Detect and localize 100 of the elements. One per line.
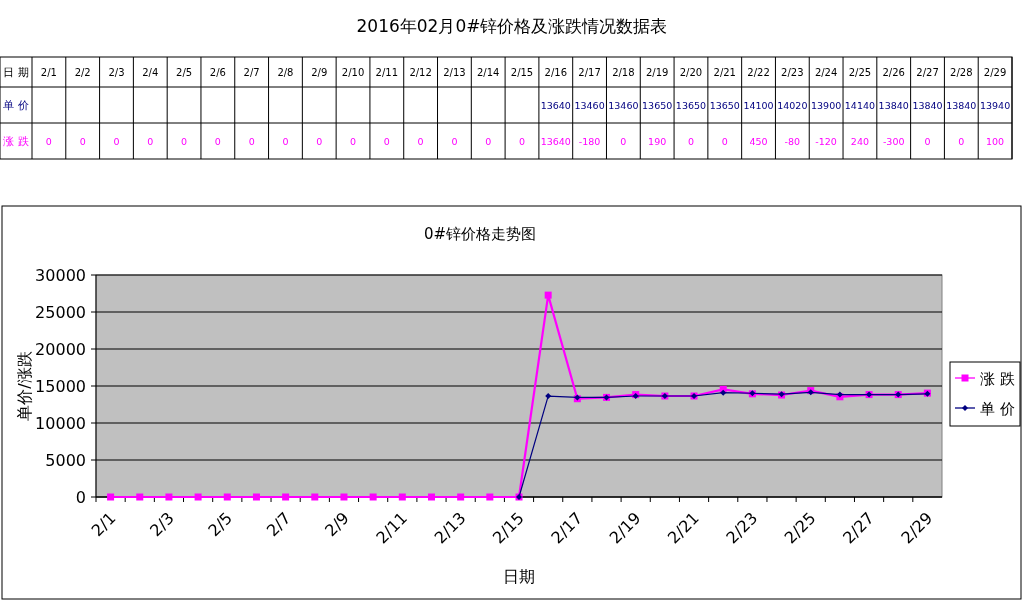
point [223,493,231,501]
data-label: 0 [383,136,390,147]
y-tick-label: 0 [75,488,86,507]
data-label: 13640 [540,136,571,147]
category-label: 2/21 [713,67,736,78]
data-label: 13840 [946,100,977,111]
data-label: 0 [214,136,221,147]
y-tick-label: 30000 [35,266,86,285]
category-label: 2/28 [950,67,973,78]
data-label: 13840 [878,100,909,111]
category-label: 2/4 [142,67,159,78]
data-label: 0 [248,136,255,147]
data-label: 0 [451,136,458,147]
y-tick-label: 20000 [35,340,86,359]
data-label: 0 [282,136,289,147]
legend-label: 单 价 [980,400,1015,418]
data-label: 100 [986,136,1005,147]
data-label: 0 [721,136,728,147]
data-label: 0 [45,136,52,147]
legend-label: 涨 跌 [3,135,29,148]
category-label: 2/15 [510,67,534,78]
data-label: 0 [620,136,627,147]
y-tick-label: 10000 [35,414,86,433]
point [282,493,290,501]
category-label: 2/14 [476,67,500,78]
data-label: -80 [784,136,801,147]
point [107,493,115,501]
category-label: 2/2 [74,67,91,78]
data-label: 0 [924,136,931,147]
text: 2016年02月0#锌价格及涨跌情况数据表 [356,16,668,36]
data-label: 0 [181,136,188,147]
legend-label: 单 价 [3,99,29,112]
data-label: 0 [316,136,323,147]
category-label: 2/26 [882,67,905,78]
data-label: 0 [687,136,694,147]
category-label: 2/23 [781,67,804,78]
data-label: 240 [850,136,869,147]
data-label: 13460 [574,100,605,111]
y-tick-label: 5000 [45,451,86,470]
y-tick-label: 25000 [35,303,86,322]
category-label: 2/25 [848,67,872,78]
category-label: 2/24 [814,67,838,78]
data-label: 13940 [979,100,1011,111]
data-label: 0 [147,136,154,147]
data-label: -120 [815,136,837,147]
point [311,493,319,501]
category-label: 2/22 [747,67,770,78]
category-label: 2/27 [916,67,939,78]
text: 日 期 [3,66,29,79]
y-tick-label: 15000 [35,377,86,396]
data-label: 13840 [912,100,943,111]
category-label: 2/20 [679,67,703,78]
category-label: 2/3 [108,67,125,78]
x-tick-label: 2/9 [321,508,353,541]
point [398,493,406,501]
data-label: 13900 [811,100,842,111]
category-label: 2/8 [277,67,294,78]
data-label: 14020 [777,100,808,111]
point [457,493,465,501]
category-label: 2/5 [176,67,193,78]
point [369,493,377,501]
category-label: 2/11 [375,67,399,78]
point [720,389,727,396]
category-label: 2/7 [243,67,260,78]
point [340,493,348,501]
point [252,493,260,501]
data-label: 13650 [642,100,673,111]
category-label: 2/6 [209,67,226,78]
data-label: 13650 [709,100,740,111]
category-label: 2/12 [409,67,432,78]
data-label: 0 [958,136,965,147]
data-label: 450 [749,136,768,147]
y-axis-title: 单价/涨跌 [15,351,34,421]
data-label: 190 [648,136,667,147]
point [136,493,144,501]
category-label: 2/13 [443,67,466,78]
data-label: 14100 [743,100,774,111]
category-label: 2/1 [40,67,57,78]
data-label: 0 [518,136,526,147]
x-tick-label: 2/1 [87,508,120,541]
legend-label: 涨 跌 [980,370,1015,388]
category-label: 2/19 [645,67,669,78]
data-label: -300 [882,136,905,147]
data-label: 13640 [540,100,571,111]
category-label: 2/17 [578,67,601,78]
data-label: 13650 [675,100,707,111]
data-label: 0 [485,136,492,147]
point [544,291,552,299]
category-label: 2/18 [612,67,635,78]
data-label: 13460 [608,100,639,111]
data-label: 0 [113,136,120,147]
data-label: 0 [350,136,357,147]
category-label: 2/16 [544,67,568,78]
x-tick-label: 2/3 [146,508,178,541]
point [427,493,435,501]
chart-title: 0#锌价格走势图 [423,225,537,243]
x-tick-label: 2/5 [204,508,237,541]
category-label: 2/29 [983,67,1007,78]
x-tick-label: 2/7 [262,508,295,541]
data-label: -180 [578,136,601,147]
